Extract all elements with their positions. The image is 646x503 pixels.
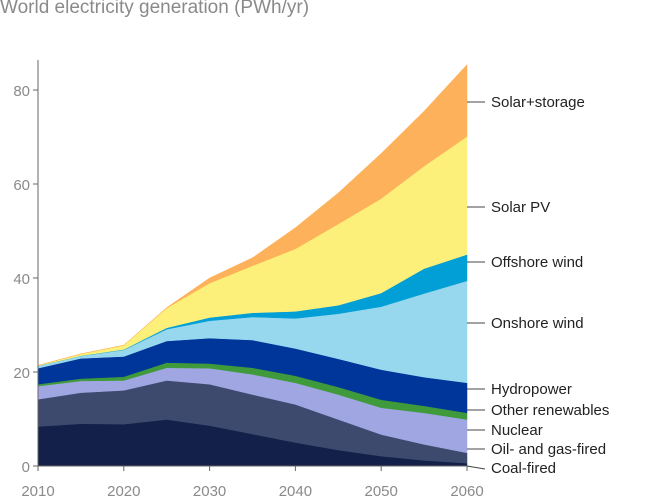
chart-title: World electricity generation (PWh/yr): [0, 0, 310, 18]
y-tick-label: 0: [22, 459, 30, 476]
series-label: Other renewables: [491, 402, 609, 419]
x-tick-label: 2050: [365, 483, 398, 500]
x-tick-label: 2020: [107, 483, 140, 500]
series-label: Offshore wind: [491, 254, 583, 271]
y-tick-label: 20: [13, 365, 30, 382]
y-tick-label: 60: [13, 177, 30, 194]
series-label: Onshore wind: [491, 315, 584, 332]
y-tick-label: 80: [13, 83, 30, 100]
y-tick-label: 40: [13, 271, 30, 288]
x-tick-label: 2040: [279, 483, 312, 500]
area-solar-storage: [37, 63, 468, 366]
label-leader-line: [466, 465, 486, 470]
x-tick-label: 2030: [193, 483, 226, 500]
x-tick-label: 2060: [450, 483, 483, 500]
series-label: Solar PV: [491, 199, 550, 216]
series-label: Coal-fired: [491, 460, 556, 477]
series-label: Oil- and gas-fired: [491, 441, 606, 458]
x-tick-label: 2010: [21, 483, 54, 500]
series-label: Hydropower: [491, 381, 572, 398]
series-label: Solar+storage: [491, 94, 585, 111]
series-label: Nuclear: [491, 422, 543, 439]
